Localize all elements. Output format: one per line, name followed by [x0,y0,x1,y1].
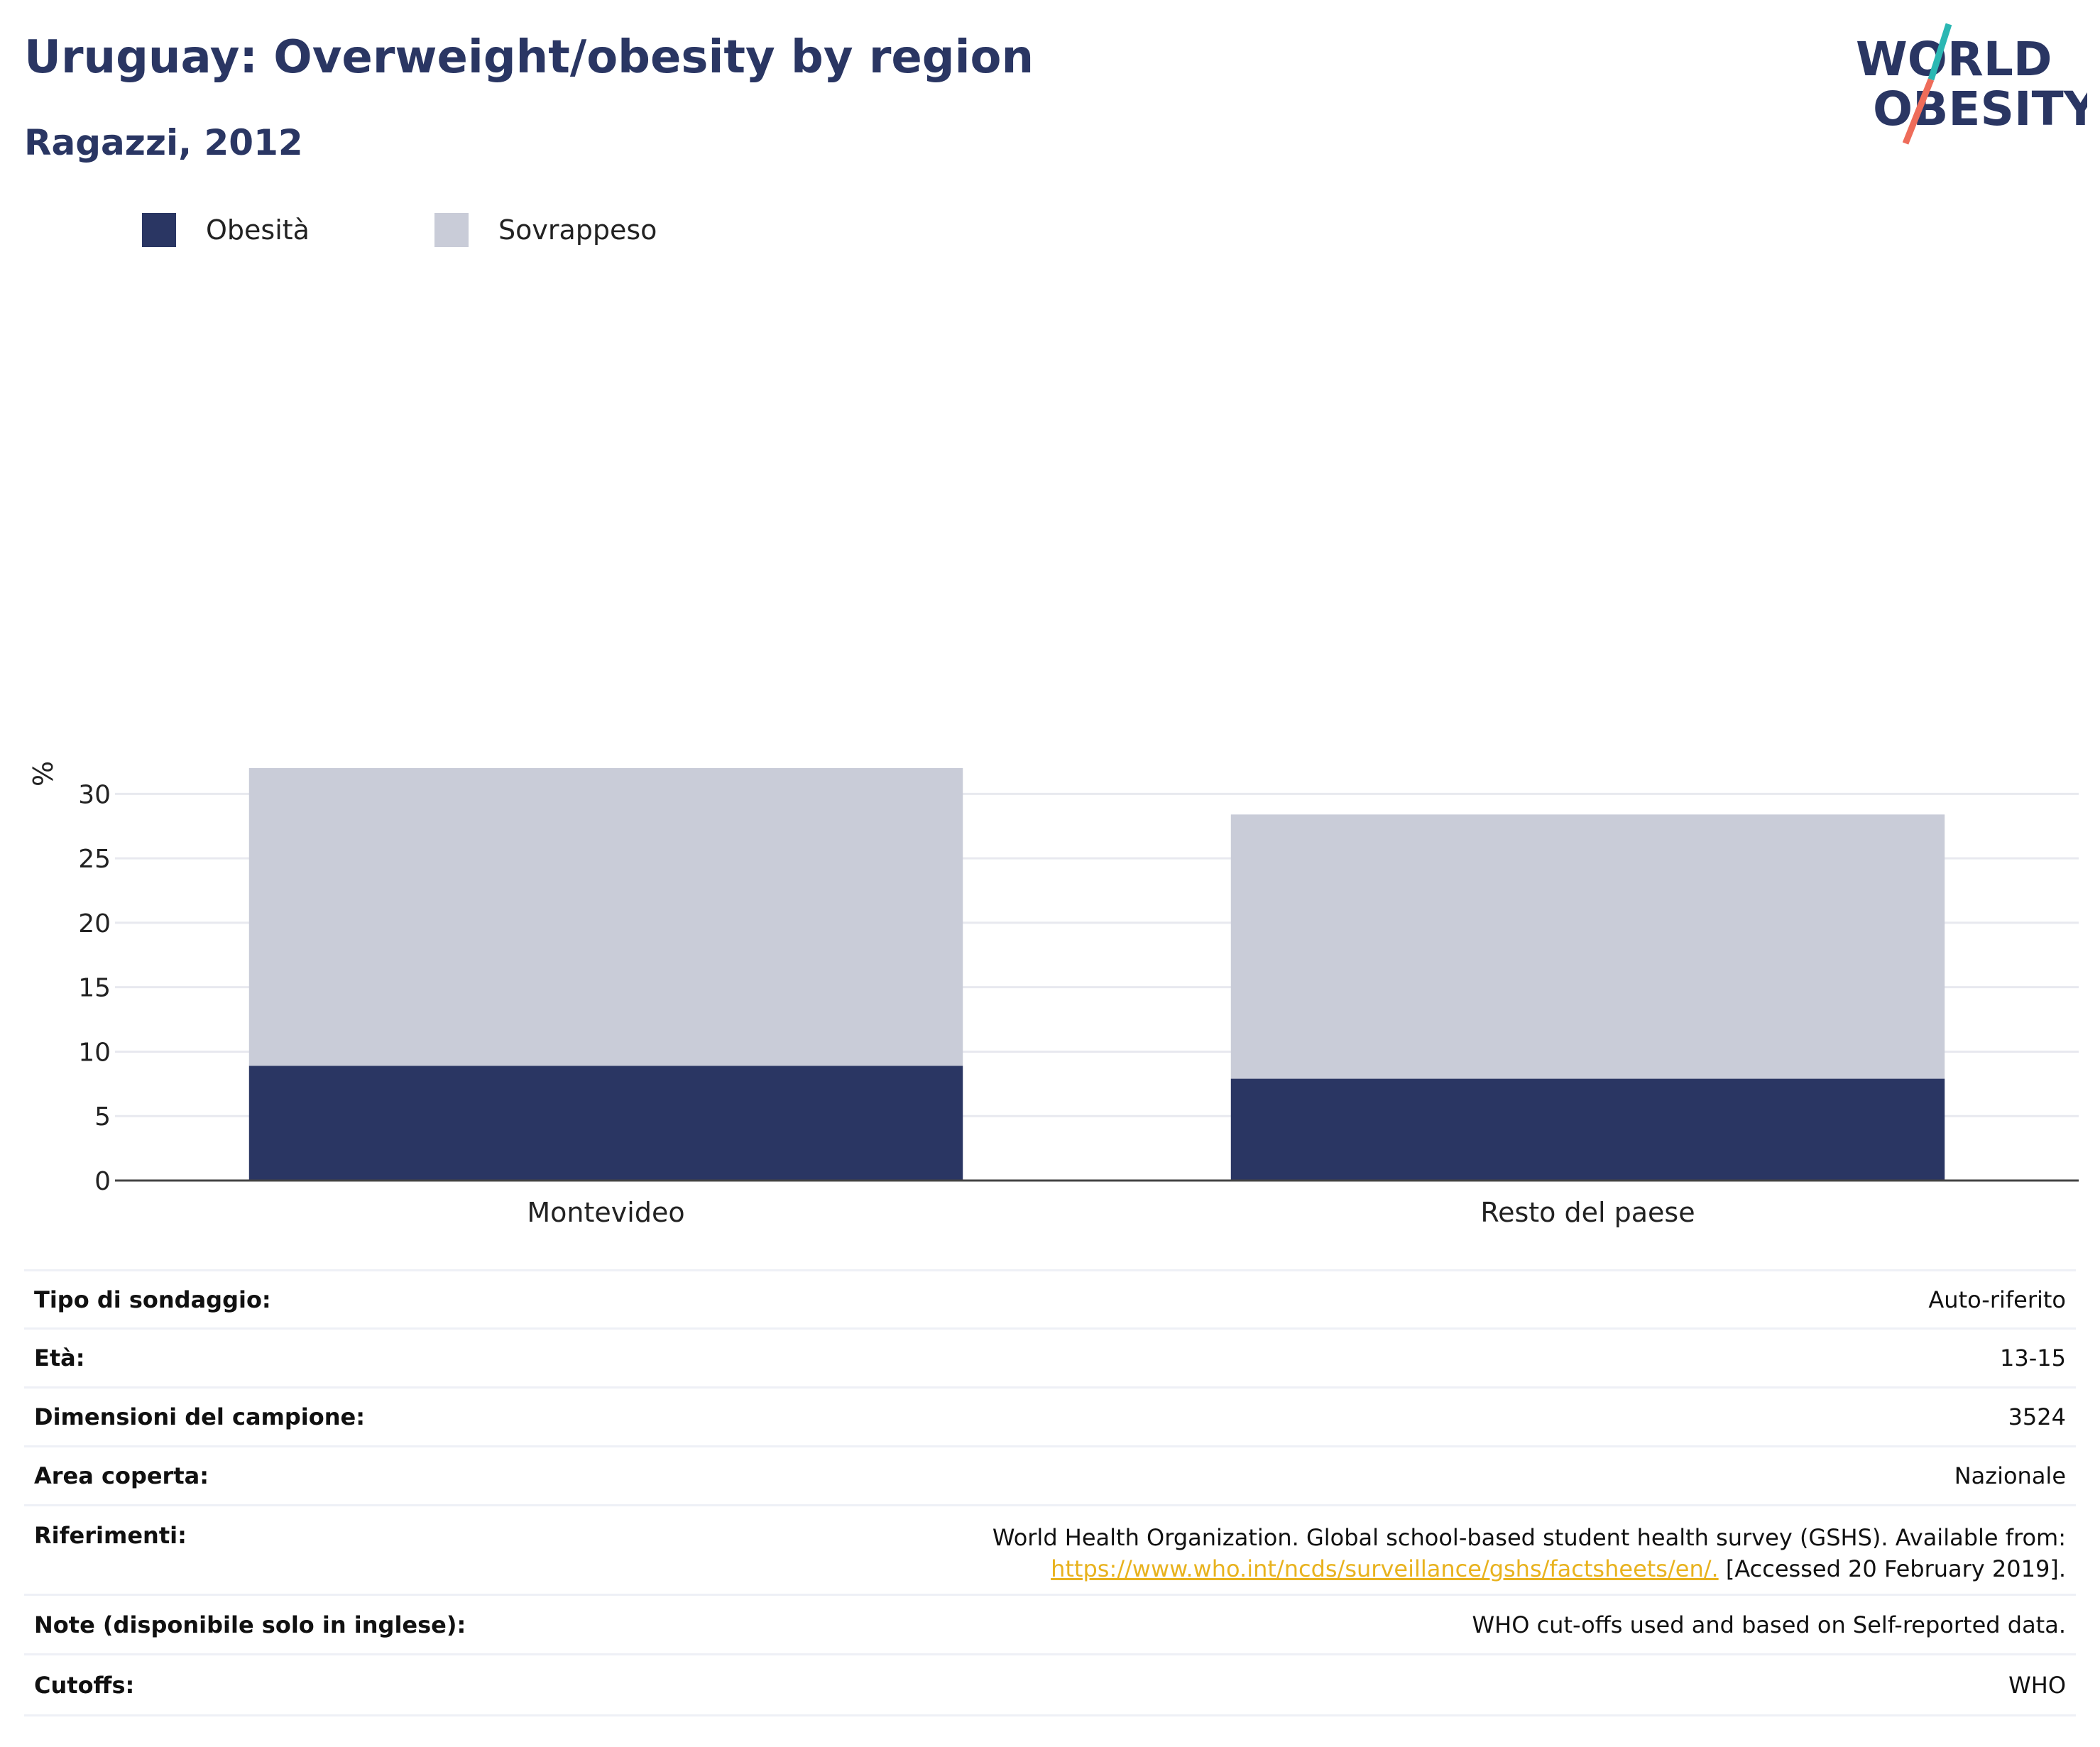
meta-label: Età: [34,1345,85,1371]
reference-text: World Health Organization. Global school… [992,1524,2066,1551]
meta-label: Area coperta: [34,1462,209,1489]
meta-value: WHO cut-offs used and based on Self-repo… [1472,1611,2067,1638]
meta-row-note: Note (disponibile solo in inglese): WHO … [24,1596,2076,1655]
meta-row-eta: Età: 13-15 [24,1330,2076,1389]
meta-value: 3524 [2008,1403,2066,1430]
bar-segment[interactable] [248,1066,963,1181]
survey-details-table: Tipo di sondaggio: Auto-riferito Età: 13… [24,1269,2076,1716]
meta-row-campione: Dimensioni del campione: 3524 [24,1389,2076,1447]
meta-row-area: Area coperta: Nazionale [24,1447,2076,1506]
legend-item-obesita[interactable]: Obesità [142,213,310,247]
bar-segment[interactable] [1230,814,1945,1079]
chart-title: Uruguay: Overweight/obesity by region [24,31,1034,84]
y-tick-label: 5 [94,1102,111,1132]
meta-row-riferimenti: Riferimenti: World Health Organization. … [24,1506,2076,1596]
meta-row-tipo: Tipo di sondaggio: Auto-riferito [24,1271,2076,1330]
y-tick-label: 10 [78,1038,111,1067]
legend-item-sovrappeso[interactable]: Sovrappeso [434,213,657,247]
y-tick-labels: 0 5 10 15 20 25 30 [78,780,111,1196]
meta-label: Note (disponibile solo in inglese): [34,1611,466,1638]
bar-segment[interactable] [248,768,963,1066]
meta-value-reference: World Health Organization. Global school… [992,1522,2066,1584]
meta-label: Dimensioni del campione: [34,1403,366,1430]
logo-slash-top [1927,23,1952,81]
y-tick-label: 30 [78,780,111,809]
meta-value: Nazionale [1954,1462,2066,1489]
legend-swatch-sovrappeso [434,213,469,247]
meta-label: Tipo di sondaggio: [34,1286,271,1313]
meta-value: WHO [2008,1671,2066,1699]
meta-value: 13-15 [2000,1345,2066,1371]
y-tick-label: 0 [94,1167,111,1196]
legend-swatch-obesita [142,213,176,247]
meta-value: Auto-riferito [1928,1286,2066,1313]
logo-text-obesity: OBESITY [1873,82,2087,136]
meta-label: Cutoffs: [34,1671,135,1699]
bar-segment[interactable] [1230,1078,1945,1181]
reference-accessed: [Accessed 20 February 2019]. [1718,1555,2066,1582]
legend-label-sovrappeso: Sovrappeso [498,214,657,246]
meta-label: Riferimenti: [34,1522,187,1549]
reference-link[interactable]: https://www.who.int/ncds/surveillance/gs… [1051,1555,1719,1582]
x-tick-label: Resto del paese [1480,1197,1695,1228]
logo-slash-bottom [1902,78,1935,145]
meta-row-cutoffs: Cutoffs: WHO [24,1655,2076,1716]
y-axis-label: % [28,761,59,787]
x-tick-labels: Montevideo Resto del paese [527,1197,1695,1228]
y-tick-label: 15 [78,974,111,1003]
logo-text-world: WORLD [1856,32,2052,87]
world-obesity-logo: WORLD OBESITY [1856,23,2087,145]
y-tick-label: 25 [78,845,111,874]
legend-label-obesita: Obesità [206,214,310,246]
chart-subtitle: Ragazzi, 2012 [24,122,303,163]
x-tick-label: Montevideo [527,1197,684,1228]
bars [248,768,1945,1181]
y-tick-label: 20 [78,909,111,938]
stacked-bar-chart: % 0 5 10 15 20 25 30 Montevideo Resto del paese [28,761,2079,1228]
